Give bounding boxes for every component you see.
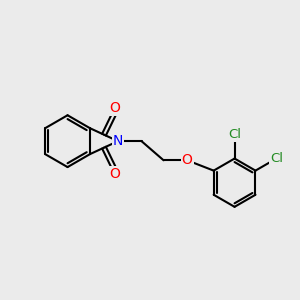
Text: Cl: Cl: [270, 152, 283, 165]
Text: Cl: Cl: [228, 128, 241, 141]
Text: O: O: [109, 101, 120, 115]
Text: N: N: [113, 134, 123, 148]
Text: O: O: [182, 153, 193, 167]
Text: O: O: [109, 167, 120, 181]
